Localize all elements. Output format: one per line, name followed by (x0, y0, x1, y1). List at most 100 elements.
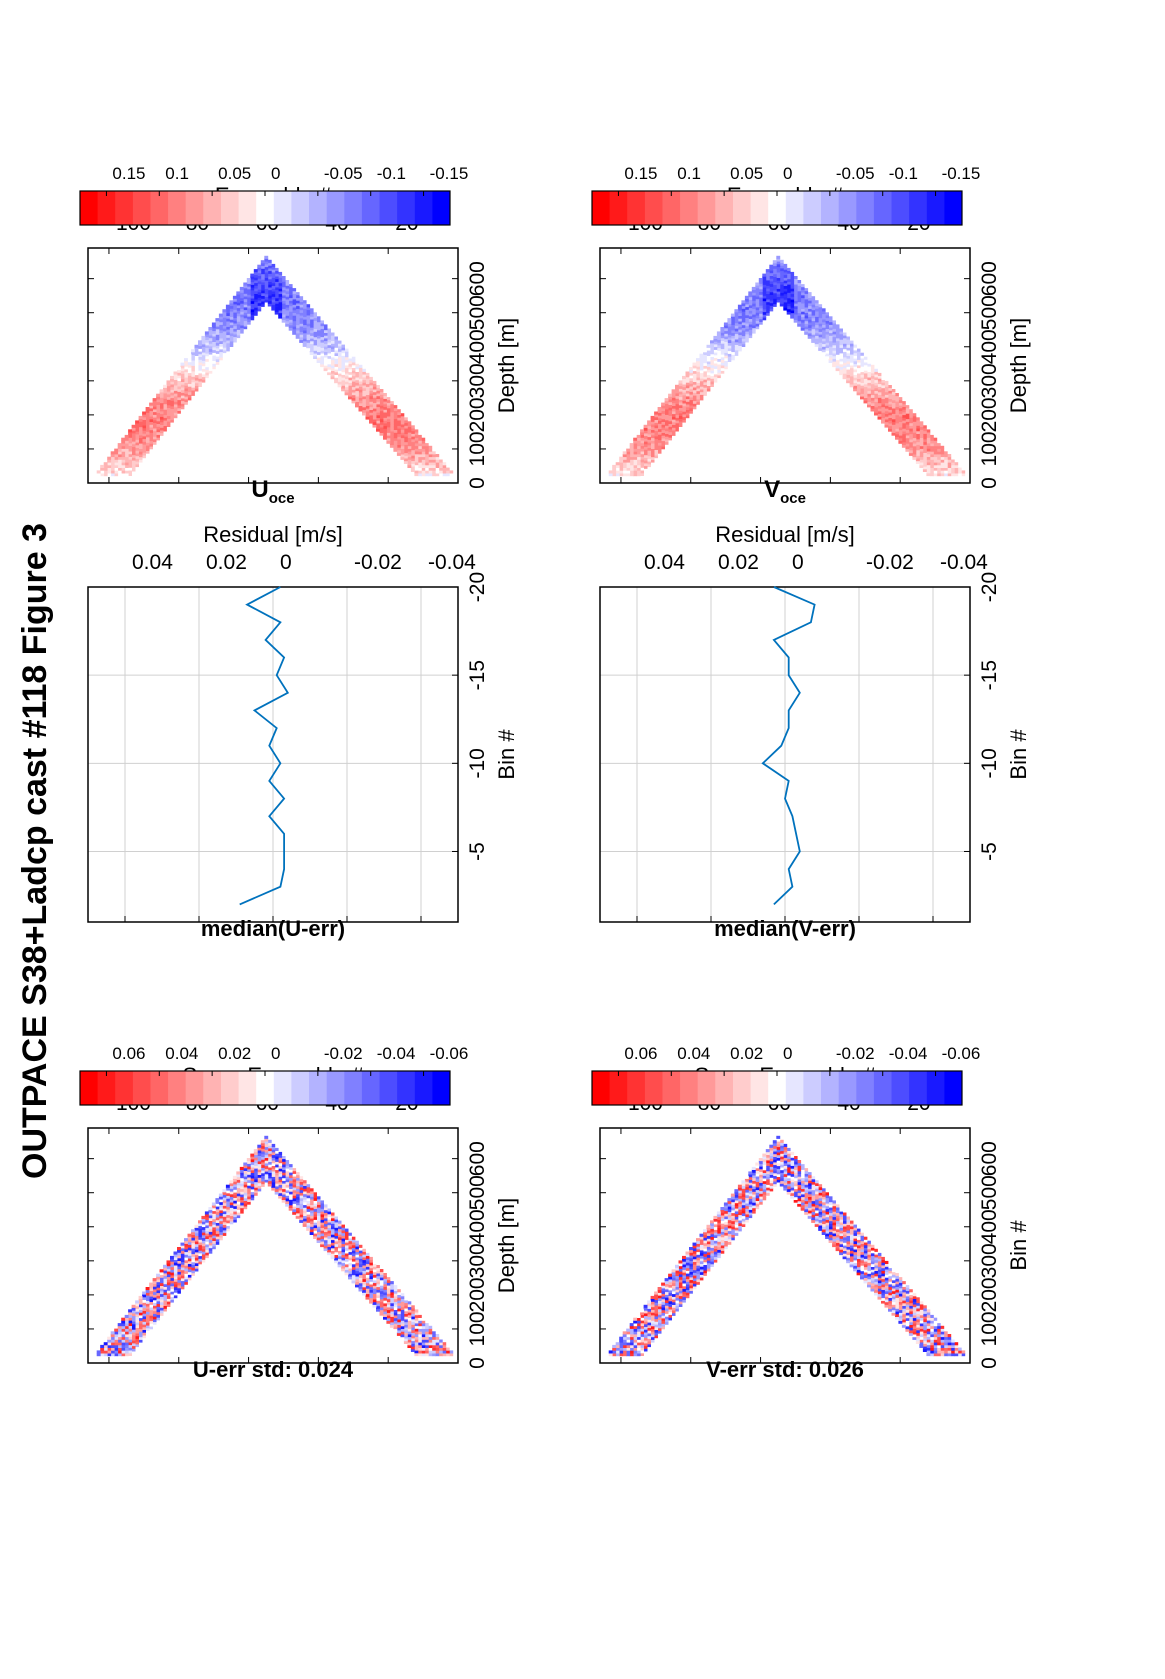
heatmap-cell (696, 1262, 700, 1266)
heatmap-cell (689, 1260, 693, 1264)
residual-tick-label: 0.02 (206, 551, 247, 574)
heatmap-cell (327, 1249, 332, 1253)
colorbar-swatch (150, 191, 169, 225)
heatmap-cell (135, 1338, 140, 1342)
heatmap-cell (351, 1261, 356, 1265)
heatmap-cell (211, 341, 216, 345)
heatmap-cell (250, 1161, 255, 1165)
heatmap-cell (239, 1175, 244, 1179)
heatmap-cell (187, 1236, 192, 1240)
heatmap-cell (369, 382, 373, 386)
heatmap-cell (901, 1322, 906, 1326)
heatmap-cell (376, 1300, 380, 1304)
heatmap-cell (246, 313, 251, 317)
heatmap-cell (410, 1308, 415, 1312)
heatmap-cell (351, 373, 356, 377)
heatmap-cell (912, 1315, 917, 1319)
heatmap-cell (358, 1253, 363, 1257)
heatmap-cell (636, 1334, 641, 1338)
heatmap-cell (369, 1270, 373, 1274)
heatmap-cell (257, 280, 262, 285)
heatmap-cell (138, 1320, 143, 1324)
heatmap-cell (922, 1329, 927, 1333)
heatmap-cell (755, 1162, 760, 1166)
heatmap-cell (166, 423, 171, 427)
heatmap-cell (306, 345, 311, 349)
heatmap-cell (194, 355, 199, 359)
colorbar-tick-label: -0.1 (377, 164, 406, 183)
heatmap-cell (365, 375, 370, 379)
heatmap-cell (156, 1273, 161, 1277)
heatmap-cell (811, 1184, 816, 1188)
heatmap-cell (386, 421, 391, 425)
heatmap-cell (110, 459, 115, 463)
heatmap-cell (765, 1190, 770, 1194)
heatmap-cell (288, 1172, 293, 1176)
heatmap-cell (204, 331, 209, 335)
heatmap-cell (407, 434, 412, 438)
heatmap-cell (267, 1147, 272, 1152)
heatmap-cell (295, 305, 300, 309)
heatmap-cell (856, 1234, 861, 1238)
heatmap-cell (253, 274, 258, 278)
heatmap-cell (187, 369, 192, 374)
heatmap-cell (295, 1185, 300, 1189)
heatmap-cell (407, 1344, 412, 1348)
heatmap-cell (682, 1280, 686, 1284)
heatmap-cell (863, 1277, 868, 1281)
heatmap-cell (915, 1310, 920, 1314)
heatmap-cell (327, 361, 332, 365)
heatmap-cell (215, 1236, 220, 1240)
heatmap-cell (661, 1285, 665, 1289)
heatmap-cell (379, 418, 384, 423)
heatmap-cell (647, 1303, 651, 1307)
heatmap-cell (194, 1265, 199, 1269)
heatmap-cell (285, 312, 290, 316)
heatmap-cell (159, 1296, 164, 1300)
heatmap-cell (114, 459, 119, 463)
heatmap-cell (309, 1204, 314, 1208)
depth-tick-label: 400 (466, 329, 489, 364)
heatmap-cell (664, 1294, 669, 1298)
heatmap-cell (365, 1252, 370, 1256)
heatmap-cell (232, 1189, 237, 1193)
heatmap-cell (124, 1350, 129, 1354)
heatmap-cell (633, 1342, 638, 1346)
heatmap-cell (396, 1289, 401, 1293)
heatmap-cell (281, 284, 286, 288)
heatmap-cell (201, 349, 206, 353)
heatmap-cell (239, 322, 244, 326)
heatmap-cell (330, 337, 335, 341)
heatmap-cell (166, 1271, 171, 1275)
heatmap-cell (376, 384, 380, 389)
heatmap-cell (215, 1233, 220, 1237)
heatmap-cell (776, 1152, 781, 1156)
heatmap-cell (170, 1269, 174, 1273)
heatmap-cell (734, 1216, 739, 1220)
heatmap-cell (218, 1220, 223, 1224)
heatmap-cell (933, 1344, 938, 1348)
heatmap-cell (121, 462, 126, 466)
heatmap-cell (243, 1170, 248, 1174)
heatmap-cell (888, 1275, 892, 1279)
heatmap-cell (320, 1211, 325, 1215)
heatmap-cell (211, 349, 216, 353)
heatmap-cell (372, 394, 377, 398)
heatmap-cell (407, 1312, 412, 1316)
heatmap-cell (783, 1173, 788, 1177)
heatmap-cell (281, 1175, 286, 1179)
heatmap-cell (327, 1238, 332, 1242)
heatmap-cell (211, 1224, 216, 1228)
heatmap-cell (260, 303, 265, 307)
heatmap-cell (417, 1344, 422, 1348)
heatmap-cell (124, 464, 129, 468)
plot-frame (87, 247, 459, 484)
heatmap-cell (142, 414, 147, 418)
heatmap-cell (236, 1174, 241, 1178)
heatmap-cell (888, 1297, 892, 1301)
heatmap-cell (403, 447, 408, 451)
heatmap-cell (389, 444, 394, 448)
heatmap-cell (362, 393, 366, 397)
heatmap-cell (846, 1260, 850, 1264)
heatmap-cell (198, 353, 202, 357)
